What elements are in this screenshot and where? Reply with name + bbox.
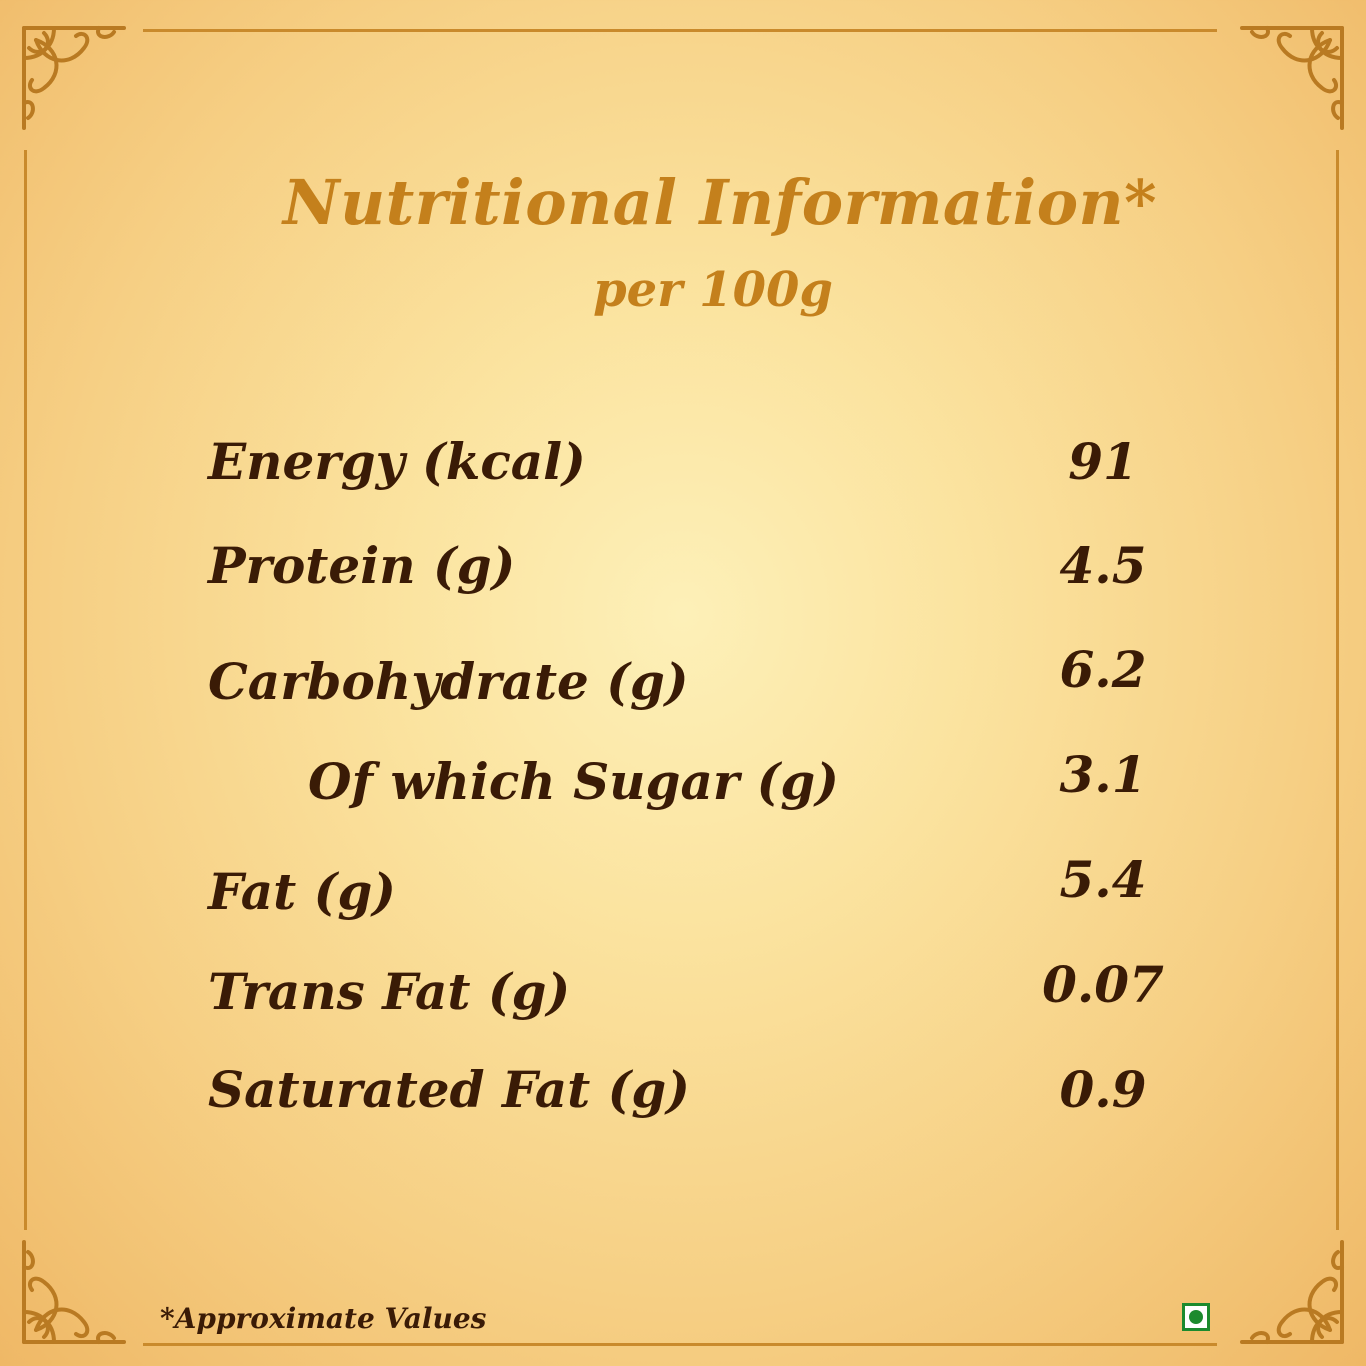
nutrient-label-trans-fat: Trans Fat (g) [208, 962, 571, 1021]
nutrient-label-carbohydrate: Carbohydrate (g) [208, 652, 689, 711]
corner-ornament-top-right-icon [1240, 26, 1344, 130]
corner-ornament-top-left-icon [22, 26, 126, 130]
frame-bottom-line [143, 1343, 1217, 1346]
nutrient-value-carbohydrate: 6.2 [1059, 640, 1147, 699]
page-subtitle: per 100g [593, 262, 833, 318]
vegetarian-mark-icon [1182, 1303, 1210, 1331]
nutrient-value-protein: 4.5 [1059, 536, 1147, 595]
nutrient-label-energy: Energy (kcal) [208, 432, 586, 491]
nutrient-value-energy: 91 [1068, 432, 1138, 491]
vegetarian-dot-icon [1189, 1310, 1203, 1324]
page-title: Nutritional Information* [282, 166, 1158, 239]
corner-ornament-bottom-left-icon [22, 1240, 126, 1344]
nutrient-value-trans-fat: 0.07 [1042, 955, 1164, 1014]
nutrient-label-protein: Protein (g) [208, 536, 516, 595]
nutrient-value-saturated-fat: 0.9 [1059, 1060, 1147, 1119]
frame-right-line [1336, 150, 1339, 1230]
nutrient-value-sugar: 3.1 [1059, 745, 1147, 804]
footnote-approximate-values: *Approximate Values [160, 1302, 487, 1335]
nutrient-label-sugar: Of which Sugar (g) [308, 752, 839, 811]
corner-ornament-bottom-right-icon [1240, 1240, 1344, 1344]
frame-left-line [24, 150, 27, 1230]
frame-top-line [143, 29, 1217, 32]
nutrient-label-fat: Fat (g) [208, 862, 396, 921]
nutrient-value-fat: 5.4 [1059, 850, 1147, 909]
nutrient-label-saturated-fat: Saturated Fat (g) [208, 1060, 690, 1119]
